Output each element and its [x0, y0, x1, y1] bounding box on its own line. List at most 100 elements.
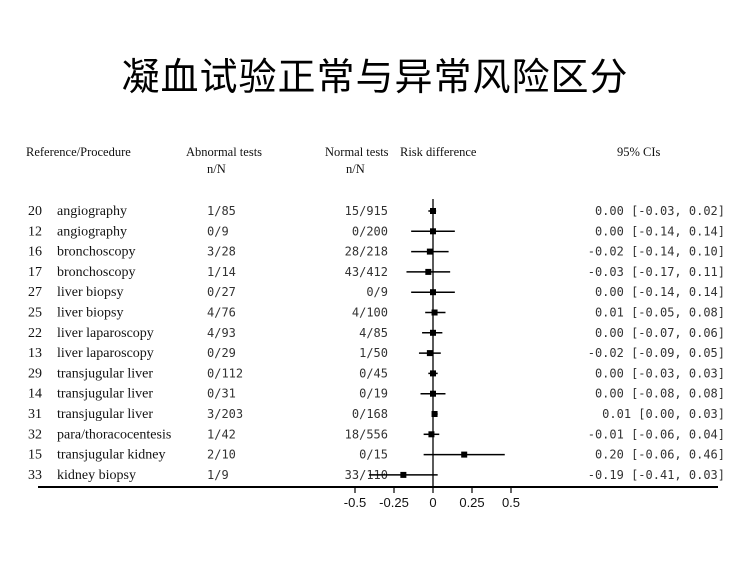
point-estimate-marker — [425, 268, 432, 275]
reference-number: 14 — [28, 387, 42, 402]
forest-row: 22 liver laparoscopy 4/93 4/85 0.00 [-0.07, … — [28, 326, 725, 341]
ci-text: -0.02 [-0.14, 0.10] — [588, 245, 725, 259]
forest-row: 25 liver biopsy 4/76 4/100 0.01 [-0.05, 0.08… — [28, 306, 725, 321]
forest-row: 16 bronchoscopy 3/28 28/218 -0.02 [-0.14, 0.… — [28, 245, 725, 260]
ci-text: 0.00 [-0.03, 0.03] — [595, 366, 725, 380]
procedure-label: bronchoscopy — [57, 245, 136, 260]
x-tick-label: 0.25 — [459, 495, 484, 510]
point-estimate-marker — [430, 289, 436, 296]
abnormal-tests-value: 0/9 — [207, 224, 229, 238]
procedure-label: liver biopsy — [57, 285, 124, 300]
normal-tests-value: 0/19 — [359, 387, 388, 401]
abnormal-tests-value: 0/31 — [207, 387, 236, 401]
normal-tests-value: 15/915 — [345, 204, 388, 218]
reference-number: 29 — [28, 366, 42, 381]
forest-row: 13 liver laparoscopy 0/29 1/50 -0.02 [-0.09,… — [28, 346, 725, 361]
abnormal-tests-value: 3/28 — [207, 245, 236, 259]
reference-number: 25 — [28, 306, 42, 321]
point-estimate-marker — [461, 451, 468, 458]
ci-text: 0.00 [-0.14, 0.14] — [595, 285, 725, 299]
reference-number: 16 — [28, 245, 42, 260]
ci-text: 0.01 [-0.05, 0.08] — [595, 306, 725, 320]
normal-tests-value: 28/218 — [345, 245, 388, 259]
procedure-label: bronchoscopy — [57, 265, 136, 280]
ci-text: -0.19 [-0.41, 0.03] — [588, 468, 725, 482]
procedure-label: angiography — [57, 224, 127, 239]
ci-text: -0.03 [-0.17, 0.11] — [588, 265, 725, 279]
x-tick-label: -0.25 — [379, 495, 409, 510]
ci-text: 0.01 [0.00, 0.03] — [602, 407, 725, 421]
point-estimate-marker — [400, 471, 407, 478]
abnormal-tests-value: 4/76 — [207, 306, 236, 320]
forest-row: 27 liver biopsy 0/27 0/9 0.00 [-0.14, 0.14] — [28, 285, 725, 300]
reference-number: 13 — [28, 346, 42, 361]
abnormal-tests-value: 1/85 — [207, 204, 236, 218]
x-tick-label: 0.5 — [502, 495, 520, 510]
procedure-label: angiography — [57, 204, 127, 219]
header-normal-tests: Normal tests — [325, 145, 389, 159]
abnormal-tests-value: 4/93 — [207, 326, 236, 340]
abnormal-tests-value: 1/14 — [207, 265, 236, 279]
normal-tests-value: 4/85 — [359, 326, 388, 340]
ci-text: 0.00 [-0.03, 0.02] — [595, 204, 725, 218]
abnormal-tests-value: 2/10 — [207, 448, 236, 462]
reference-number: 17 — [28, 265, 42, 280]
procedure-label: transjugular liver — [57, 387, 153, 402]
forest-row: 29 transjugular liver 0/112 0/45 0.00 [-0.03… — [28, 366, 725, 381]
point-estimate-marker — [428, 431, 435, 438]
reference-number: 20 — [28, 204, 42, 219]
point-estimate-marker — [431, 411, 438, 417]
abnormal-tests-value: 1/9 — [207, 468, 229, 482]
point-estimate-marker — [426, 350, 433, 357]
reference-number: 33 — [28, 468, 42, 483]
x-tick-label: 0 — [429, 495, 436, 510]
procedure-label: liver biopsy — [57, 306, 124, 321]
point-estimate-marker — [426, 248, 433, 255]
header-abnormal-tests: Abnormal tests — [186, 145, 262, 159]
forest-row: 15 transjugular kidney 2/10 0/15 0.20 [-0.06… — [28, 448, 725, 463]
reference-number: 32 — [28, 427, 42, 442]
x-tick-label: -0.5 — [344, 495, 366, 510]
normal-tests-value: 18/556 — [345, 427, 388, 441]
procedure-label: para/thoracocentesis — [57, 427, 171, 442]
ci-text: 0.00 [-0.07, 0.06] — [595, 326, 725, 340]
abnormal-tests-value: 1/42 — [207, 427, 236, 441]
procedure-label: liver laparoscopy — [57, 326, 154, 341]
point-estimate-marker — [430, 228, 436, 235]
ci-text: 0.00 [-0.08, 0.08] — [595, 387, 725, 401]
header-95-cis: 95% CIs — [617, 145, 661, 159]
forest-row: 20 angiography 1/85 15/915 0.00 [-0.03, 0.02… — [28, 204, 725, 219]
point-estimate-marker — [430, 329, 436, 336]
forest-row: 14 transjugular liver 0/31 0/19 0.00 [-0.08,… — [28, 387, 725, 402]
point-estimate-marker — [430, 390, 436, 397]
header-abnormal-subtitle: n/N — [207, 162, 226, 176]
reference-number: 22 — [28, 326, 42, 341]
reference-number: 27 — [28, 285, 42, 300]
normal-tests-value: 33/110 — [345, 468, 388, 482]
forest-row: 31 transjugular liver 3/203 0/168 0.01 [0.00… — [28, 407, 725, 422]
normal-tests-value: 0/9 — [366, 285, 388, 299]
normal-tests-value: 4/100 — [352, 306, 388, 320]
reference-number: 12 — [28, 224, 42, 239]
ci-text: -0.01 [-0.06, 0.04] — [588, 427, 725, 441]
reference-number: 15 — [28, 448, 42, 463]
normal-tests-value: 0/15 — [359, 448, 388, 462]
normal-tests-value: 43/412 — [345, 265, 388, 279]
point-estimate-marker — [431, 309, 438, 316]
normal-tests-value: 0/45 — [359, 366, 388, 380]
ci-text: -0.02 [-0.09, 0.05] — [588, 346, 725, 360]
forest-row: 12 angiography 0/9 0/200 0.00 [-0.14, 0.14] — [28, 224, 725, 239]
header-reference-procedure: Reference/Procedure — [26, 145, 131, 159]
slide-title: 凝血试验正常与异常风险区分 — [121, 55, 629, 99]
procedure-label: transjugular kidney — [57, 448, 165, 463]
abnormal-tests-value: 3/203 — [207, 407, 243, 421]
normal-tests-value: 0/200 — [352, 224, 388, 238]
abnormal-tests-value: 0/29 — [207, 346, 236, 360]
point-estimate-marker — [430, 208, 436, 214]
ci-text: 0.20 [-0.06, 0.46] — [595, 448, 725, 462]
header-risk-difference: Risk difference — [400, 145, 477, 159]
normal-tests-value: 1/50 — [359, 346, 388, 360]
procedure-label: liver laparoscopy — [57, 346, 154, 361]
reference-number: 31 — [28, 407, 42, 422]
